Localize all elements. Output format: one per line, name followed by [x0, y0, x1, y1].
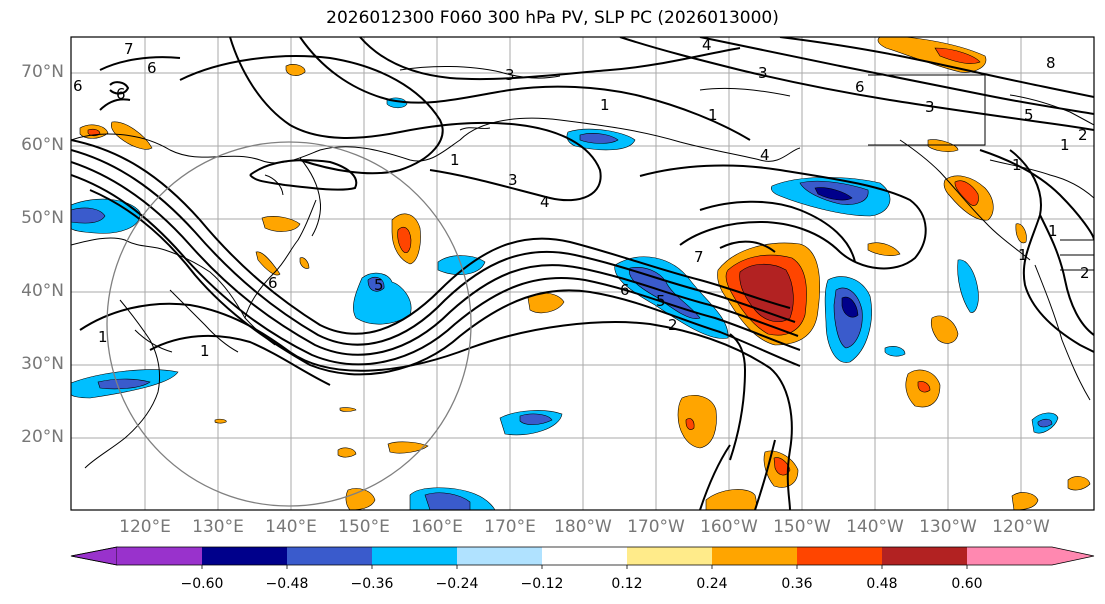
contour-label: 1	[1018, 246, 1028, 264]
colorbar-bin	[70, 546, 118, 566]
lon-label: 170°W	[627, 517, 685, 537]
lat-label: 70°N	[21, 62, 64, 82]
colorbar-tick-label: −0.36	[350, 576, 394, 592]
colorbar-bin	[797, 547, 882, 565]
lon-label: 120°E	[119, 517, 171, 537]
contour-label: 2	[1080, 264, 1090, 282]
lat-label: 60°N	[21, 135, 64, 155]
lon-label: 140°E	[265, 517, 317, 537]
contour-label: 1	[450, 151, 460, 169]
contour-label: 6	[268, 274, 278, 292]
slp-contours	[71, 37, 1094, 510]
colorbar-bin	[202, 547, 287, 565]
contour-label: 1	[1060, 136, 1070, 154]
contour-label: 5	[374, 276, 384, 294]
colorbar-tick-label: 0.12	[611, 576, 643, 592]
colorbar-tick-label: 0.24	[696, 576, 728, 592]
colorbar-tick-label: 0.36	[781, 576, 813, 592]
colorbar-bin	[712, 547, 797, 565]
colorbar-tick-label: −0.24	[435, 576, 479, 592]
contour-label: 1	[98, 328, 108, 346]
colorbar-tick-label: −0.60	[180, 576, 224, 592]
contour-label: 1	[1048, 222, 1058, 240]
colorbar-bin	[1052, 547, 1094, 565]
colorbar-bin	[542, 547, 627, 565]
contour-label: 6	[73, 77, 83, 95]
contour-label: 6	[855, 78, 865, 96]
lat-label: 50°N	[21, 208, 64, 228]
contour-label: 2	[668, 316, 678, 334]
lon-label: 130°W	[919, 517, 977, 537]
colorbar-tick-label: 0.48	[866, 576, 898, 592]
colorbar-bin	[457, 547, 542, 565]
colorbar-bin	[882, 547, 967, 565]
contour-label: 3	[508, 171, 518, 189]
contour-label: 6	[116, 85, 126, 103]
colorbar-bin	[372, 547, 457, 565]
lon-label: 160°E	[411, 517, 463, 537]
lon-label: 120°W	[992, 517, 1050, 537]
contour-labels: 7 6 6 6 3 1 4 3 6 8 5 1 2 1 1 3 4 5 6 7 …	[73, 36, 1090, 360]
lon-label: 160°W	[700, 517, 758, 537]
contour-label: 1	[1012, 156, 1022, 174]
contour-label: 2	[1078, 126, 1088, 144]
contour-label: 7	[124, 40, 134, 58]
colorbar-bin	[967, 547, 1052, 565]
contour-label: 6	[620, 281, 630, 299]
lon-label: 150°E	[338, 517, 390, 537]
contour-label: 4	[760, 146, 770, 164]
colorbar	[70, 546, 1095, 569]
contour-label: 1	[600, 96, 610, 114]
contour-label: 8	[1046, 54, 1056, 72]
contour-label: 7	[694, 248, 704, 266]
contour-label: 3	[925, 98, 935, 116]
contour-label: 5	[656, 292, 666, 310]
contour-label: 4	[702, 36, 712, 54]
contour-label: 3	[758, 64, 768, 82]
colorbar-tick-label: −0.12	[520, 576, 564, 592]
contour-label: 4	[540, 193, 550, 211]
contour-label: 1	[200, 342, 210, 360]
colorbar-bin	[117, 547, 202, 565]
lon-label: 130°E	[192, 517, 244, 537]
contour-label: 6	[147, 59, 157, 77]
contour-label: 5	[1024, 106, 1034, 124]
map-title: 2026012300 F060 300 hPa PV, SLP PC (2026…	[326, 8, 779, 28]
lat-label: 30°N	[21, 354, 64, 374]
lat-label: 20°N	[21, 427, 64, 447]
lon-label: 170°E	[484, 517, 536, 537]
lon-label: 140°W	[846, 517, 904, 537]
lon-label: 150°W	[773, 517, 831, 537]
lon-label: 180°W	[554, 517, 612, 537]
contour-label: 1	[708, 106, 718, 124]
coastlines	[71, 65, 1094, 469]
lat-label: 40°N	[21, 281, 64, 301]
colorbar-bin	[627, 547, 712, 565]
colorbar-bin	[287, 547, 372, 565]
colorbar-tick-label: −0.48	[265, 576, 309, 592]
colorbar-tick-label: 0.60	[951, 576, 983, 592]
contour-label: 3	[505, 66, 515, 84]
